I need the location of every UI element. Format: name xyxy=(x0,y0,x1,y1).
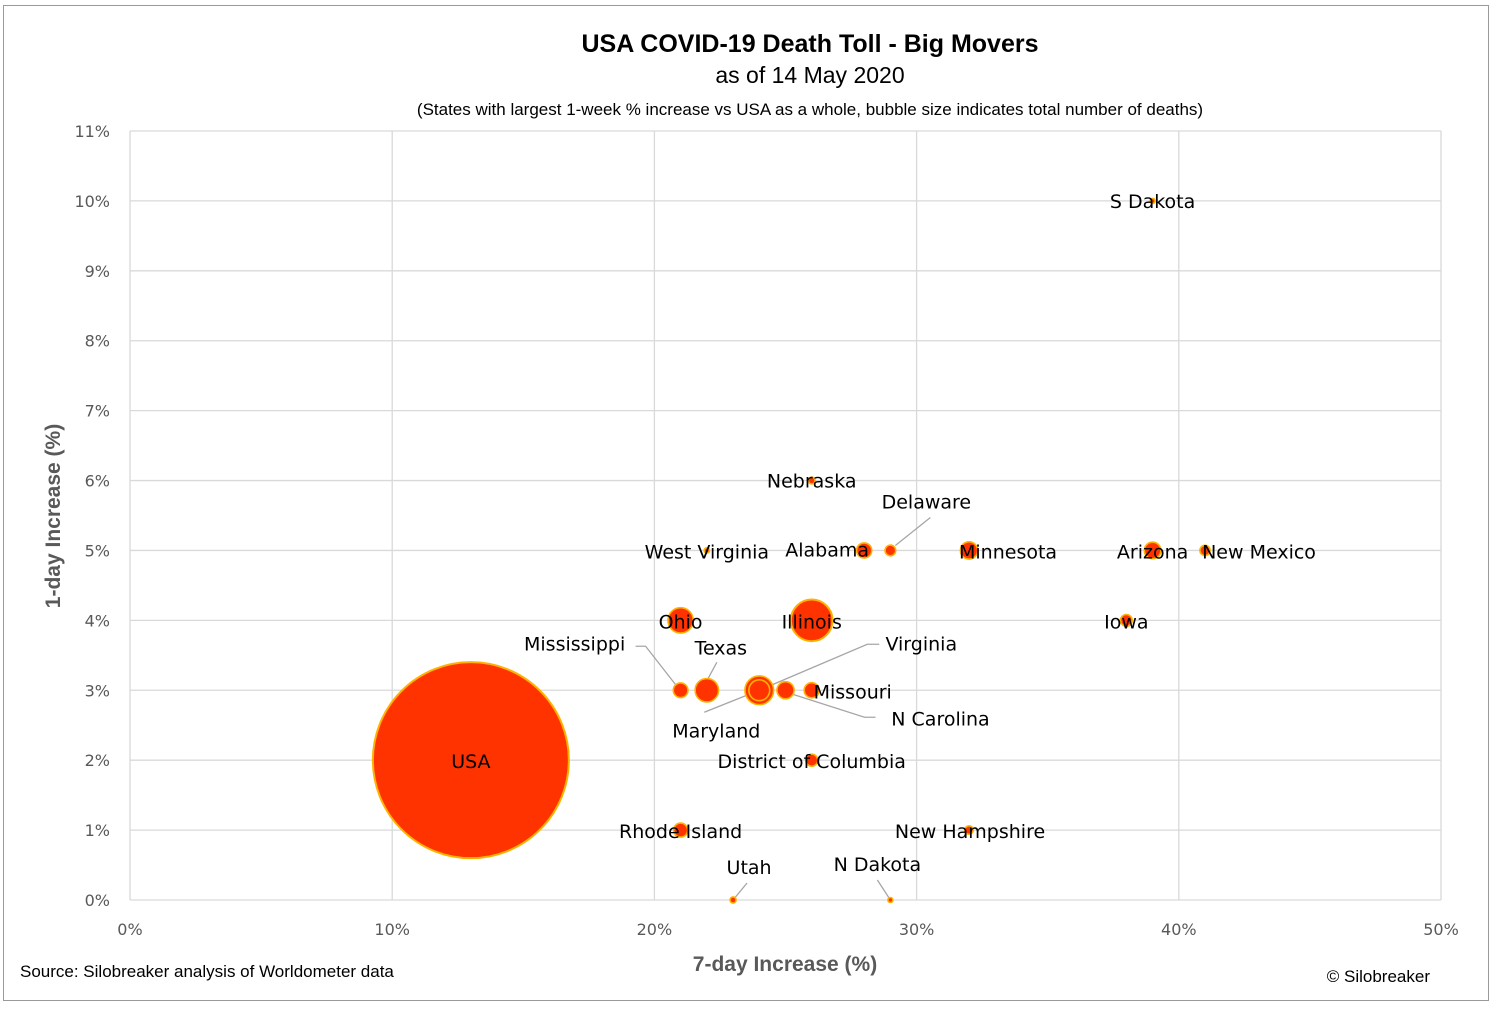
leader-line xyxy=(894,516,931,546)
y-tick-label: 8% xyxy=(85,332,110,351)
grid xyxy=(129,130,1442,901)
label-nebraska: Nebraska xyxy=(767,471,857,493)
bubble-alabama xyxy=(855,542,873,559)
x-tick-label: 10% xyxy=(374,920,410,939)
bubble-district-of-columbia xyxy=(804,753,819,768)
label-s-dakota: S Dakota xyxy=(1110,191,1195,213)
bubble-west-virginia xyxy=(703,547,711,554)
label-arizona: Arizona xyxy=(1117,541,1188,563)
bubble-illinois xyxy=(789,598,834,643)
bubble-usa xyxy=(371,661,570,860)
leader-line xyxy=(635,645,679,688)
x-axis-title: 7-day Increase (%) xyxy=(693,953,877,976)
y-tick-label: 2% xyxy=(85,751,110,770)
label-usa: USA xyxy=(451,751,490,773)
chart-frame xyxy=(3,5,1489,1001)
y-tick-label: 5% xyxy=(85,541,110,560)
bubble-minnesota xyxy=(959,541,979,560)
bubble-iowa xyxy=(1119,613,1134,628)
bubble-new-hampshire xyxy=(963,825,975,836)
label-utah: Utah xyxy=(727,857,772,879)
label-maryland: Maryland xyxy=(672,720,760,742)
label-rhode-island: Rhode Island xyxy=(619,821,742,843)
label-mississippi: Mississippi xyxy=(524,633,625,655)
x-tick-label: 40% xyxy=(1161,920,1197,939)
copyright-note: © Silobreaker xyxy=(1327,967,1431,986)
y-axis-title: 1-day Increase (%) xyxy=(42,424,65,608)
bubble-arizona xyxy=(1143,541,1162,560)
x-tick-label: 0% xyxy=(117,920,142,939)
y-tick-label: 0% xyxy=(85,891,110,910)
bubble-n-dakota xyxy=(887,896,894,904)
x-tick-label: 30% xyxy=(899,920,935,939)
bubble-virginia xyxy=(748,679,771,702)
bubble-mississippi xyxy=(672,682,689,699)
y-tick-label: 1% xyxy=(85,821,110,840)
label-new-mexico: New Mexico xyxy=(1202,541,1316,563)
bubble-ohio xyxy=(667,606,695,634)
y-tick-label: 4% xyxy=(85,611,110,630)
chart-note: (States with largest 1-week % increase v… xyxy=(417,100,1203,119)
leader-lines xyxy=(635,516,931,901)
label-missouri: Missouri xyxy=(814,681,892,703)
label-illinois: Illinois xyxy=(782,611,842,633)
label-alabama: Alabama xyxy=(785,539,869,561)
label-ohio: Ohio xyxy=(659,611,703,633)
label-west-virginia: West Virginia xyxy=(645,541,769,563)
y-tick-label: 9% xyxy=(85,262,110,281)
point-labels: USA S Dakota Nebraska Delaware West Virginia… xyxy=(451,191,1316,879)
x-tick-label: 50% xyxy=(1423,920,1459,939)
label-n-dakota: N Dakota xyxy=(834,854,922,876)
bubbles xyxy=(371,197,1211,904)
chart-title: USA COVID-19 Death Toll - Big Movers xyxy=(581,30,1038,58)
y-tick-label: 11% xyxy=(74,122,110,141)
y-tick-label: 6% xyxy=(85,472,110,491)
leader-line xyxy=(759,643,880,691)
bubble-s-dakota xyxy=(1149,197,1156,205)
leader-line xyxy=(876,879,891,901)
label-new-hampshire: New Hampshire xyxy=(895,821,1045,843)
label-district-of-columbia: District of Columbia xyxy=(718,751,906,773)
leader-line xyxy=(789,692,876,718)
bubble-nebraska xyxy=(807,476,816,485)
source-note: Source: Silobreaker analysis of Worldome… xyxy=(20,962,394,981)
bubble-rhode-island xyxy=(672,822,689,838)
bubble-missouri xyxy=(803,681,821,699)
label-iowa: Iowa xyxy=(1104,611,1148,633)
bubble-n-carolina xyxy=(776,680,795,700)
y-tick-label: 10% xyxy=(74,192,110,211)
axis-ticks: 0% 1% 2% 3% 4% 5% 6% 7% 8% 9% 10% 11% 0% 10% 20% 30% 40%… xyxy=(74,122,1458,939)
chart-subtitle: as of 14 May 2020 xyxy=(715,62,904,88)
bubble-utah xyxy=(729,896,737,904)
bubble-delaware xyxy=(884,544,897,557)
label-virginia: Virginia xyxy=(885,633,957,655)
y-tick-label: 3% xyxy=(85,681,110,700)
label-n-carolina: N Carolina xyxy=(891,708,989,730)
label-delaware: Delaware xyxy=(882,491,972,513)
bubble-new-mexico xyxy=(1199,544,1211,557)
label-texas: Texas xyxy=(694,637,748,659)
bubble-texas xyxy=(694,677,720,703)
y-tick-label: 7% xyxy=(85,402,110,421)
x-tick-label: 20% xyxy=(637,920,673,939)
label-minnesota: Minnesota xyxy=(959,541,1057,563)
